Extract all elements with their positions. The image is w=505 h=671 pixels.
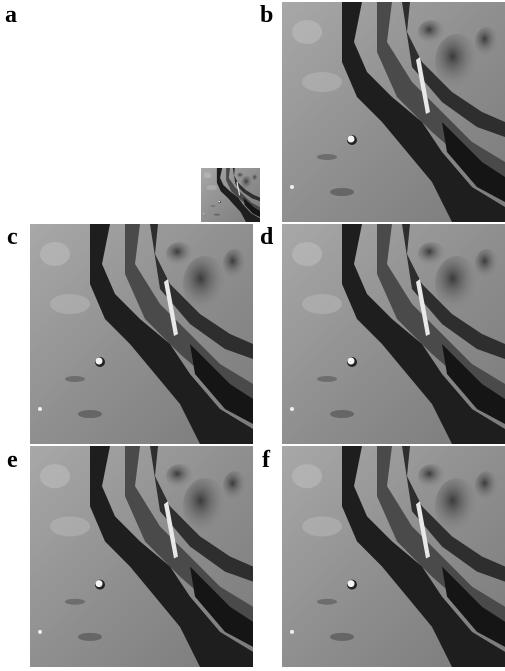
panel-e-image bbox=[30, 446, 253, 667]
panel-a-image bbox=[201, 168, 260, 222]
panel-label: f bbox=[262, 447, 271, 473]
panel-c-image bbox=[30, 224, 253, 444]
panel-label: b bbox=[260, 2, 273, 28]
panel-label: a bbox=[5, 2, 17, 28]
panel-b-image bbox=[282, 2, 505, 222]
panel-label: d bbox=[260, 224, 274, 250]
panel-d-image bbox=[282, 224, 505, 444]
panel-label: c bbox=[7, 224, 18, 250]
figure: a b c d e f bbox=[0, 0, 505, 671]
panel-label: e bbox=[7, 447, 18, 473]
panel-f-image bbox=[282, 446, 505, 667]
